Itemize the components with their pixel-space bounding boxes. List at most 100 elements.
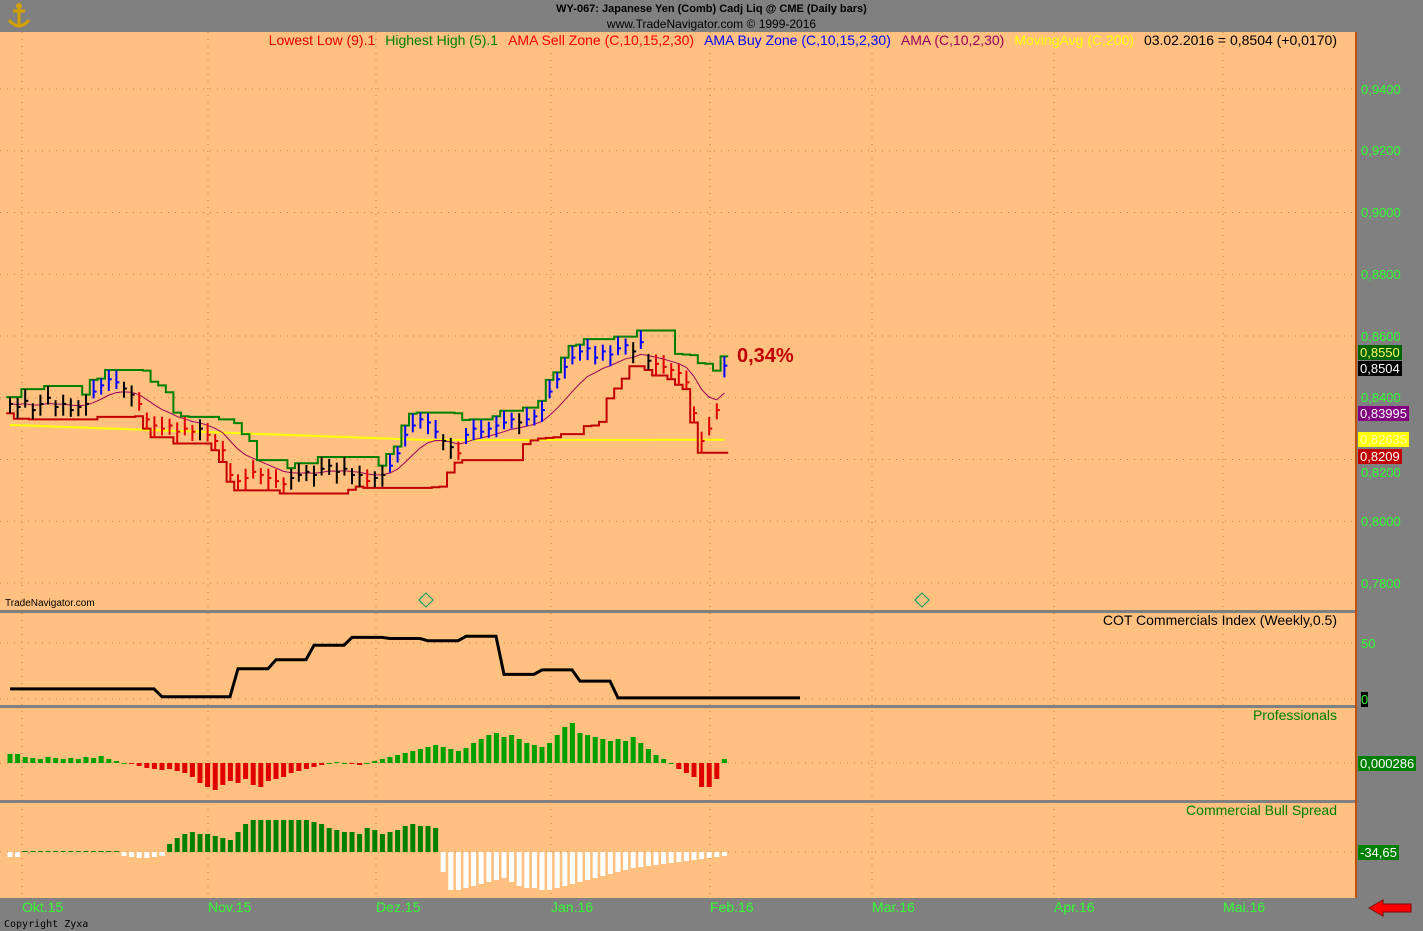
histogram-bar [516,739,522,763]
histogram-bar [448,749,454,763]
histogram-bar [714,763,720,779]
y-tick-label: 0,7800 [1361,575,1401,591]
histogram-bar [113,851,119,852]
histogram-bar [653,755,659,763]
price-bar [107,369,112,391]
histogram-bar [60,759,66,763]
scroll-right-arrow-icon[interactable] [1367,898,1415,923]
price-bar [632,342,637,364]
anchor-logo-icon [4,2,34,32]
price-bar [85,394,89,416]
price-bar [419,412,424,429]
y-tick-label: 0,8800 [1361,266,1401,282]
price-bar [191,424,196,441]
price-bar [655,354,659,376]
histogram-bar [615,739,621,763]
histogram-bar [425,826,431,852]
price-bar [571,345,576,365]
histogram-bar [319,763,325,765]
histogram-bar [136,763,142,766]
event-diamond-icon [914,592,930,608]
price-bar [609,345,614,367]
histogram-bar [281,763,287,777]
histogram-bar [547,743,553,763]
histogram-bar [75,759,81,763]
histogram-bar [144,763,150,768]
histogram-bar [212,836,218,852]
histogram-bar [554,735,560,763]
histogram-bar [638,743,644,763]
histogram-bar [205,834,211,852]
price-bar [229,463,234,482]
price-value-tag: 0,8209 [1358,449,1402,465]
price-bar [313,465,317,487]
histogram-bar [668,852,674,863]
x-tick-label: Okt.15 [22,899,64,915]
histogram-bar [197,834,203,852]
moving-average-200-line [9,423,725,442]
professionals-panel-title: Professionals [1252,707,1337,723]
histogram-bar [615,852,621,872]
x-tick-label: Mai.16 [1223,899,1266,915]
price-bar [77,400,82,417]
histogram-bar [623,741,629,763]
histogram-bar [227,840,233,852]
histogram-bar [402,753,408,763]
histogram-bar [106,851,112,852]
histogram-bar [478,852,484,884]
price-bar [69,398,74,417]
histogram-bar [182,834,188,852]
price-bar [259,468,264,485]
histogram-bar [311,763,317,767]
price-bar [138,392,143,411]
histogram-bar [721,852,727,856]
histogram-bar [417,826,423,852]
histogram-bar [273,820,279,852]
histogram-bar [91,758,97,763]
histogram-bar [357,834,363,852]
histogram-bar [623,852,629,870]
histogram-bar [273,763,279,779]
price-bar [16,397,21,419]
price-bar [168,418,173,435]
histogram-bar [265,820,271,852]
histogram-bar [531,745,537,763]
histogram-bar [22,757,28,763]
histogram-bar [402,826,408,852]
histogram-bar [98,756,104,763]
price-bar [518,413,523,435]
histogram-bar [562,852,568,886]
histogram-bar [60,851,66,852]
histogram-bar [220,838,226,852]
histogram-bar [592,737,598,763]
histogram-bar [630,852,636,868]
cot-tick-label: 50 [1361,635,1376,651]
histogram-bar [691,852,697,860]
histogram-bar [699,852,705,859]
price-value-tag: 0,8504 [1358,360,1402,376]
price-bar [100,378,105,395]
histogram-bar [15,754,21,763]
histogram-bar [547,852,553,890]
histogram-bar [205,763,211,787]
watermark: TradeNavigator.com [5,598,95,609]
chart-area[interactable] [0,32,1357,898]
histogram-bar [174,763,180,771]
price-bar [404,425,409,447]
legend-item: Highest High (5).1 [385,32,499,48]
price-bar [556,372,561,389]
histogram-bar [167,763,173,769]
histogram-bar [569,852,575,884]
y-tick-label: 0,9000 [1361,205,1401,220]
price-bar [563,357,568,379]
histogram-bar [258,763,264,787]
price-bar [153,416,158,438]
price-axis[interactable]: 0,9400 0,9200 0,9000 0,8800 0,8600 0,8400 0,82… [1357,32,1423,898]
histogram-bar [303,763,309,769]
histogram-bar [516,852,522,886]
histogram-bar [433,745,439,763]
date-axis[interactable]: Okt.15 Nov.15 Dez.15 Jan.16 Feb.16 Mar.16 Apr.… [0,898,1357,918]
histogram-bar [341,832,347,852]
price-bar [411,413,416,433]
histogram-bar [364,828,370,852]
